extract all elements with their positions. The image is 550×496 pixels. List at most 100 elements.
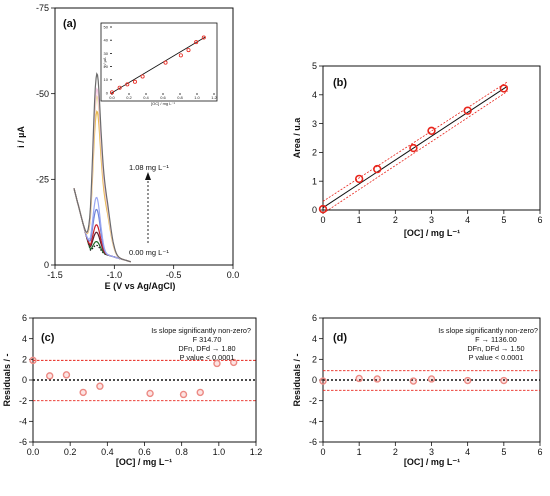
panel-d-x-ticks: 0 1 2 3 4 5 6 (320, 442, 543, 457)
annotation-top: 1.08 mg L⁻¹ (129, 163, 169, 172)
panel-a-y-ticks: 0 -25 -50 -75 (36, 3, 55, 270)
panel-a-x-ticks: -1.5 -1.0 -0.5 0.0 (47, 265, 239, 280)
x-tick-label: 5 (501, 447, 506, 457)
residual-data-point (62, 371, 71, 379)
inset-data-point (163, 60, 168, 65)
panel-c-label: (c) (41, 332, 55, 344)
x-tick-label: 1.0 (213, 447, 226, 457)
x-tick-label: 0.8 (177, 95, 183, 100)
inset-data-point (117, 85, 122, 90)
residual-data-point (79, 388, 87, 397)
residual-data-point (29, 356, 37, 365)
x-tick-label: 1.2 (250, 447, 263, 457)
y-tick-label: -6 (309, 437, 317, 447)
y-tick-label: 3 (312, 119, 317, 129)
y-tick-label: 2 (312, 148, 317, 158)
residual-data-point (46, 372, 54, 380)
y-tick-label: -75 (36, 3, 49, 13)
panel-d-reference-lines (323, 370, 540, 391)
x-tick-label: 1.0 (194, 95, 200, 100)
y-tick-label: 0 (106, 90, 109, 95)
y-tick-label: 4 (312, 334, 317, 344)
x-tick-label: 3 (429, 447, 434, 457)
x-tick-label: 0.0 (227, 270, 240, 280)
annotation-bottom: 0.00 mg L⁻¹ (129, 248, 169, 257)
panel-d-y-ticks: -6 -4 -2 0 2 4 6 (309, 313, 323, 447)
stat-dfn: DFn, DFd → 1.50 (467, 344, 524, 353)
inset-y-ticks: 0 10 20 30 40 50 (104, 24, 112, 95)
voltammogram-curve (73, 188, 132, 263)
calibration-data-point (373, 164, 382, 174)
x-tick-label: -1.5 (47, 270, 63, 280)
panel-c-points (29, 356, 238, 399)
panel-b-x-ticks: 0 1 2 3 4 5 6 (320, 210, 543, 225)
panel-d-stats: Is slope significantly non-zero? F → 113… (438, 326, 538, 362)
panel-b-label: (b) (333, 77, 347, 89)
x-tick-label: 0.0 (27, 447, 40, 457)
panel-b-y-axis-label: Area / u.a (292, 117, 302, 159)
inset-points (110, 35, 206, 95)
y-tick-label: 2 (22, 354, 27, 364)
residual-data-point (409, 377, 418, 385)
panel-a-voltammograms: (a) -1.5 -1.0 -0.5 0.0 0 -25 -50 -75 E (V vs A… (16, 3, 239, 291)
panel-d-points (319, 374, 508, 385)
panel-c-reference-lines (33, 359, 256, 402)
panel-c-residuals: (c) 0.0 0.2 0.4 0.6 0.8 1.0 1.2 -6 -4 -2 0 2 4 6 [OC… (2, 313, 262, 467)
confidence-band-upper (322, 81, 508, 202)
stat-p: P value < 0.0001 (469, 353, 524, 362)
x-tick-label: 0.0 (109, 95, 115, 100)
arrow-head-icon (145, 172, 151, 180)
panel-c-x-ticks: 0.0 0.2 0.4 0.6 0.8 1.0 1.2 (27, 442, 263, 457)
regression-line (322, 85, 508, 209)
y-tick-label: 0 (312, 205, 317, 215)
panel-a-frame (54, 7, 234, 266)
y-tick-label: 10 (104, 77, 109, 82)
x-tick-label: 1 (357, 447, 362, 457)
residual-data-point (96, 382, 104, 390)
panel-b-fit-lines (322, 81, 508, 214)
panel-a-inset: 0.0 0.2 0.4 0.6 0.8 1.0 1.2 0 10 20 30 40 50 [OC] /… (100, 22, 218, 106)
x-tick-label: 2 (393, 447, 398, 457)
x-tick-label: 0.2 (126, 95, 132, 100)
x-tick-label: 0.6 (138, 447, 151, 457)
panel-a-x-axis-label: E (V vs Ag/AgCl) (105, 281, 176, 291)
panel-a-curves (73, 72, 132, 263)
y-tick-label: -25 (36, 174, 49, 184)
stat-p: P value < 0.0001 (180, 353, 235, 362)
y-tick-label: 2 (312, 354, 317, 364)
inset-data-point (178, 53, 183, 58)
voltammogram-curve (73, 188, 132, 263)
y-tick-label: 50 (104, 24, 109, 29)
y-tick-label: -2 (19, 396, 27, 406)
y-tick-label: 5 (312, 61, 317, 71)
inset-data-point (140, 74, 145, 79)
panel-b-calibration: (b) 0 1 2 3 4 5 6 0 1 2 3 4 5 [OC] / mg L⁻¹ Area / … (292, 61, 543, 238)
x-tick-label: 4 (465, 447, 470, 457)
inset-data-point (201, 35, 206, 40)
y-tick-label: 0 (44, 260, 49, 270)
y-tick-label: 30 (104, 51, 109, 56)
calibration-data-point (427, 126, 436, 136)
x-tick-label: 0.4 (143, 95, 149, 100)
panel-c-y-axis-label: Residuals / - (2, 353, 12, 406)
panel-d-label: (d) (333, 332, 347, 344)
residual-data-point (179, 390, 188, 399)
inset-data-point (186, 48, 191, 53)
x-tick-label: 5 (501, 215, 506, 225)
inset-x-axis-label: [OC] / mg L⁻¹ (151, 101, 176, 106)
x-tick-label: 0.6 (160, 95, 166, 100)
residual-data-point (427, 375, 436, 383)
x-tick-label: -0.5 (166, 270, 182, 280)
y-tick-label: 6 (312, 313, 317, 323)
y-tick-label: 0 (22, 375, 27, 385)
residual-data-point (196, 388, 204, 397)
residual-data-point (500, 376, 508, 385)
inset-data-point (132, 79, 137, 84)
residual-data-point (355, 374, 363, 383)
calibration-data-point (354, 174, 364, 184)
y-tick-label: -50 (36, 89, 49, 99)
panel-d-residuals: (d) 0 1 2 3 4 5 6 -6 -4 -2 0 2 4 6 [OC] / mg L⁻¹ Res… (292, 313, 543, 467)
x-tick-label: 6 (537, 215, 542, 225)
x-tick-label: 3 (429, 215, 434, 225)
